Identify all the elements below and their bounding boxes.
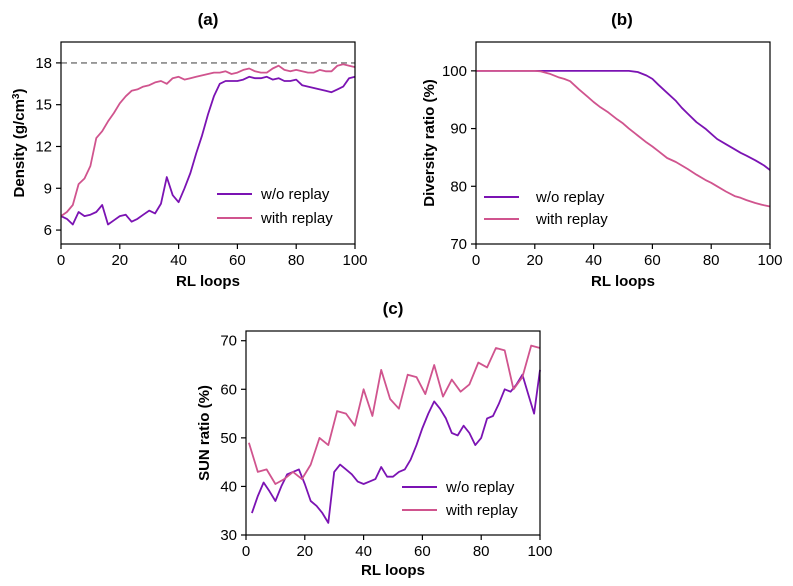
panel-a-x-tick-label: 60 [229,252,246,269]
panel-c-ticks: 0 20 40 60 80 100 30 40 50 60 70 [220,333,552,560]
panel-a-legend-label-without-replay: w/o replay [260,186,330,203]
panel-a-y-tick-label: 18 [35,55,52,72]
panel-a-y-tick-label: 6 [44,222,52,239]
panel-c-legend-label-with-replay: with replay [445,502,518,519]
panel-c-y-axis-label: SUN ratio (%) [196,385,213,481]
panel-a-x-tick-label: 0 [57,252,65,269]
panel-a-y-tick-label: 12 [35,138,52,155]
panel-c-series-with-replay [248,344,541,485]
panel-a-legend: w/o replay with replay [217,186,333,227]
panel-a-legend-label-with-replay: with replay [260,210,333,227]
panel-b-x-tick-label: 40 [585,252,602,269]
panel-c-plot-area [248,344,541,524]
panel-a-y-tick-label: 15 [35,97,52,114]
panel-c-x-tick-label: 20 [296,543,313,560]
panel-a-y-axis-label-main: Density (g/cm [11,99,28,197]
panel-a-series-with-replay [60,63,356,217]
panel-a-y-tick-label: 9 [44,180,52,197]
panel-c-x-tick-label: 100 [527,543,552,560]
panel-c-y-tick-label: 30 [220,527,237,544]
panel-c-x-tick-label: 80 [473,543,490,560]
panel-a-ticks: 0 20 40 60 80 100 6 9 12 15 18 [35,55,367,269]
panel-a-x-tick-label: 80 [288,252,305,269]
panel-b-x-tick-label: 80 [703,252,720,269]
panel-b-legend: w/o replay with replay [484,189,608,228]
panel-a-title: (a) [198,10,219,29]
panel-a-y-axis-label: Density (g/cm3) [11,89,29,198]
panel-c-x-axis-label: RL loops [361,562,425,579]
panel-b-y-tick-label: 80 [450,178,467,195]
panel-c-x-tick-label: 60 [414,543,431,560]
panel-b-y-tick-label: 100 [442,63,467,80]
panel-c-y-tick-label: 40 [220,478,237,495]
panel-b-y-tick-label: 90 [450,121,467,138]
panel-b-series-without-replay [476,70,771,171]
panel-b-legend-label-without-replay: w/o replay [535,189,605,206]
panel-b-x-tick-label: 0 [472,252,480,269]
panel-a-series-without-replay [60,75,356,226]
panel-b-diversity: (b) 0 20 40 60 80 100 70 80 90 100 RL loops Diver… [421,10,783,290]
panel-b-ticks: 0 20 40 60 80 100 70 80 90 100 [442,63,783,269]
panel-a-x-axis-label: RL loops [176,273,240,290]
panel-a-y-axis-label-end: ) [11,89,28,94]
panel-c-legend: w/o replay with replay [402,479,518,519]
panel-b-frame [475,41,771,245]
panel-a-x-tick-label: 40 [170,252,187,269]
panel-b-x-axis-label: RL loops [591,273,655,290]
panel-c-sun: (c) 0 20 40 60 80 100 30 40 50 60 70 RL loops SUN … [196,299,553,579]
panel-c-y-tick-label: 50 [220,430,237,447]
panel-c-x-tick-label: 40 [355,543,372,560]
panel-c-series-without-replay [251,369,541,524]
panel-c-x-tick-label: 0 [242,543,250,560]
panel-b-x-tick-label: 20 [526,252,543,269]
panel-b-y-tick-label: 70 [450,236,467,253]
panel-a-frame [60,41,356,245]
panel-a-x-tick-label: 100 [342,252,367,269]
panel-b-series-with-replay [476,70,771,208]
panel-a-density: (a) 0 20 40 60 80 100 6 9 12 15 18 RL loops Densit… [11,10,368,290]
panel-b-title: (b) [611,10,633,29]
panel-c-y-tick-label: 70 [220,333,237,350]
panel-c-y-tick-label: 60 [220,381,237,398]
panel-a-plot-area [60,62,356,226]
panel-b-x-tick-label: 60 [644,252,661,269]
panel-c-legend-label-without-replay: w/o replay [445,479,515,496]
panel-b-y-axis-label: Diversity ratio (%) [421,79,438,207]
panel-c-title: (c) [383,299,404,318]
panel-b-legend-label-with-replay: with replay [535,211,608,228]
panel-c-frame [245,330,541,536]
panel-a-y-axis-label-superscript: 3 [11,93,22,99]
panel-b-plot-area [476,70,771,208]
panel-b-x-tick-label: 100 [757,252,782,269]
panel-a-x-tick-label: 20 [111,252,128,269]
